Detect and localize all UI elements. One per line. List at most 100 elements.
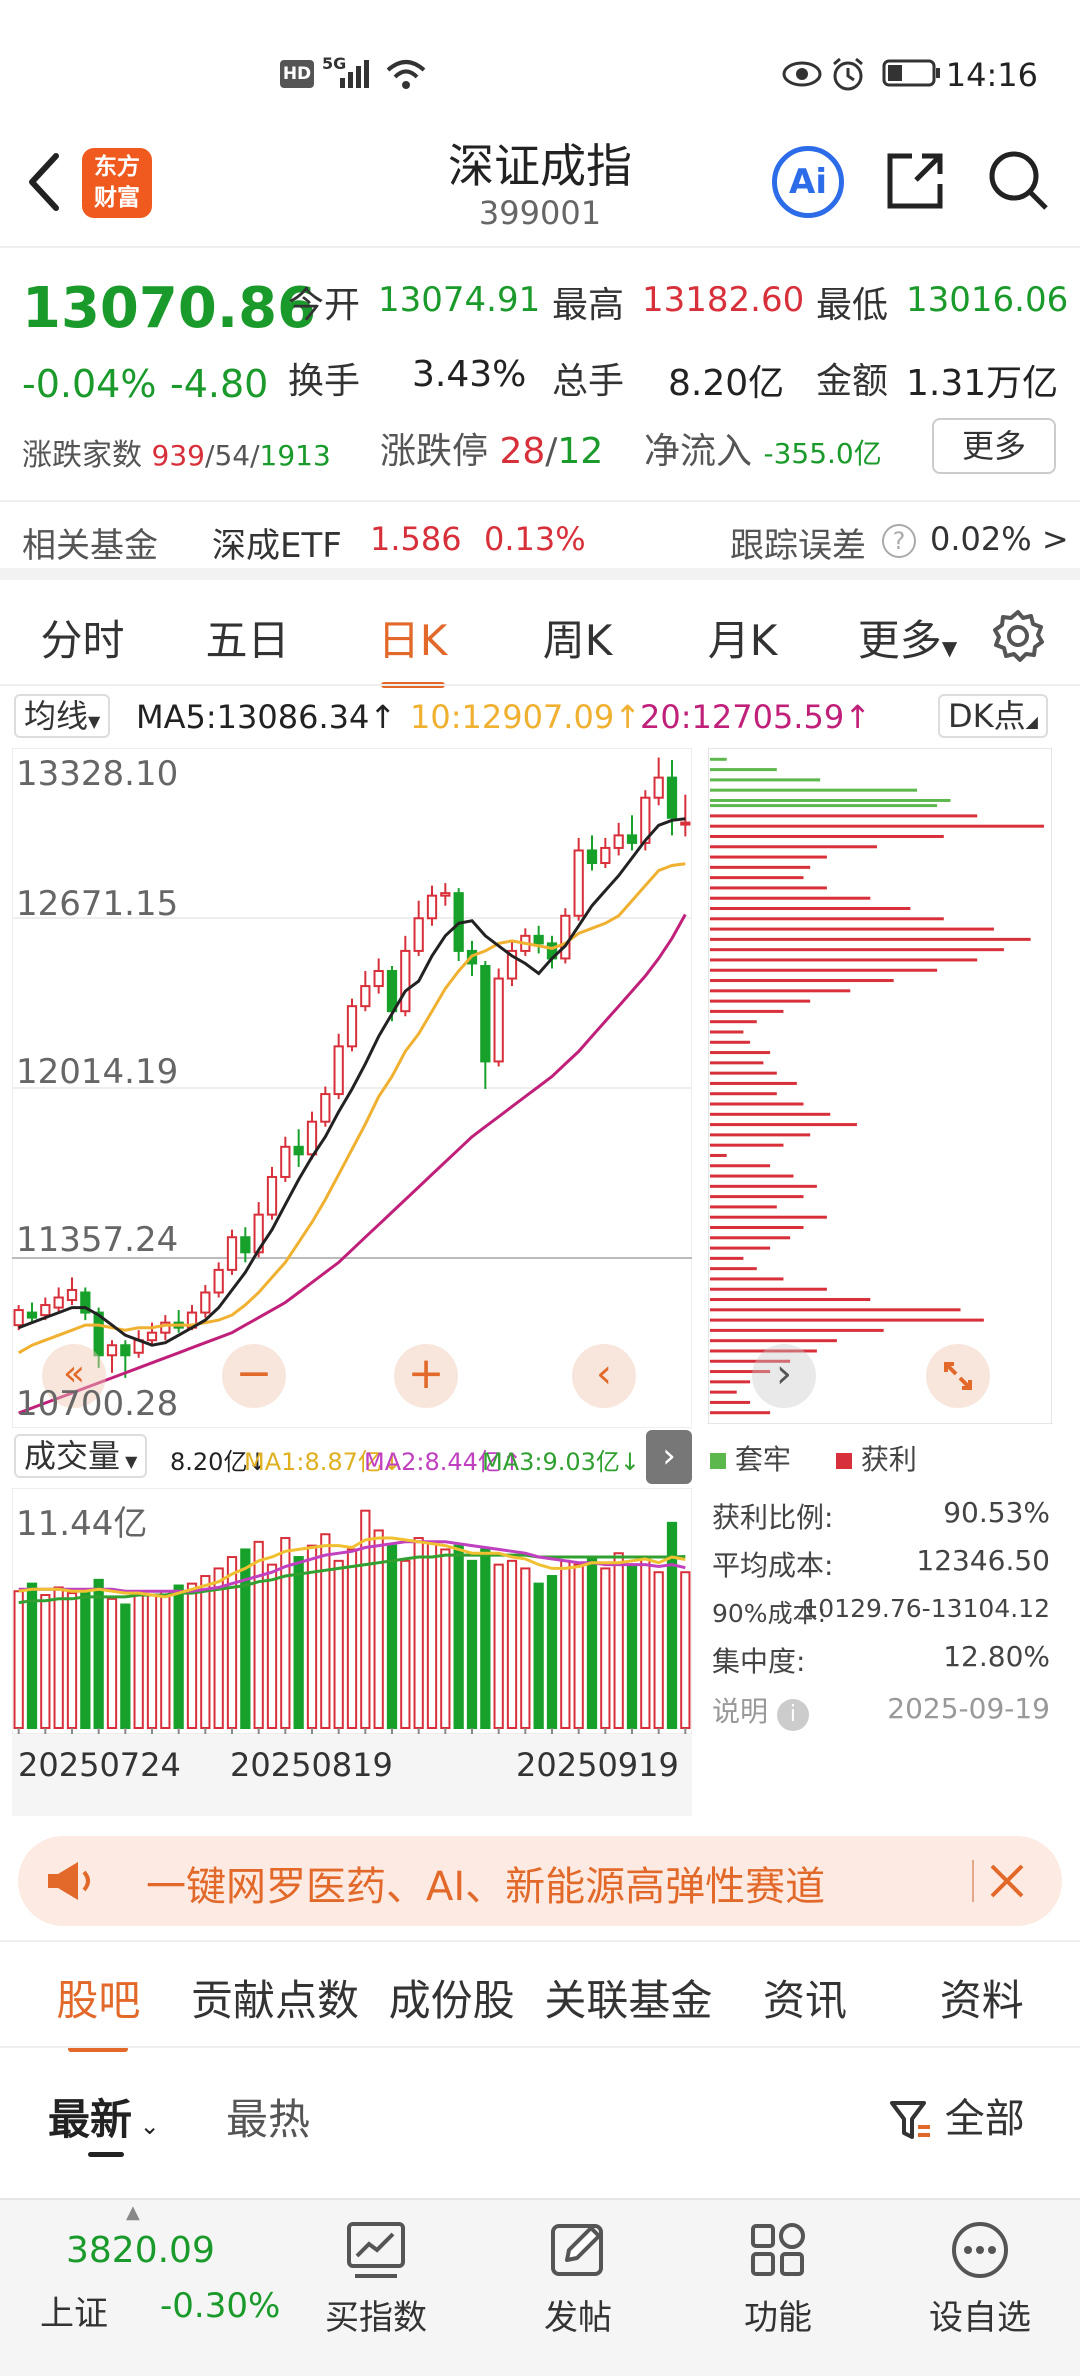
back-arrow-icon[interactable] bbox=[22, 150, 66, 214]
related-fund-row[interactable]: 相关基金 深成ETF 1.586 0.13% 跟踪误差 ? 0.02% > bbox=[0, 500, 1080, 580]
filter-latest-label: 最新 bbox=[48, 2095, 133, 2144]
chip-bar bbox=[710, 1112, 831, 1116]
filter-hot[interactable]: 最热 bbox=[226, 2095, 311, 2144]
tab-daily-k[interactable]: 日K bbox=[330, 607, 495, 688]
filter-latest[interactable]: 最新 ⌄ bbox=[48, 2086, 160, 2147]
search-icon[interactable] bbox=[986, 148, 1052, 214]
chip-bar bbox=[710, 845, 877, 849]
candle-body bbox=[120, 1344, 131, 1357]
volume-chart[interactable] bbox=[12, 1488, 692, 1734]
chip-bar bbox=[710, 1081, 797, 1085]
chip-bar bbox=[710, 768, 777, 772]
tab-guba[interactable]: 股吧 bbox=[10, 1967, 187, 2052]
volume-select[interactable]: 成交量 ▼ bbox=[14, 1434, 148, 1478]
candle-body bbox=[333, 1045, 344, 1096]
quote-panel: 13070.86 -0.04% -4.80 今开 13074.91 最高 131… bbox=[0, 250, 1080, 580]
chart-trend-icon bbox=[345, 2220, 407, 2280]
chip-prev-button[interactable]: › bbox=[752, 1344, 816, 1408]
ai-button[interactable]: Ai bbox=[772, 146, 844, 218]
chip-bar bbox=[710, 1102, 804, 1106]
volume-bar bbox=[466, 1559, 478, 1729]
eye-icon bbox=[782, 60, 822, 88]
profit-swatch bbox=[836, 1453, 852, 1469]
volume-bar bbox=[66, 1592, 78, 1729]
tab-news[interactable]: 资讯 bbox=[763, 1975, 848, 2025]
volume-bar bbox=[40, 1594, 51, 1729]
scroll-left-button[interactable]: « bbox=[42, 1344, 106, 1408]
candle-body bbox=[146, 1331, 158, 1342]
tab-weekly-k[interactable]: 周K bbox=[542, 615, 613, 665]
candle-body bbox=[240, 1236, 251, 1254]
chip-bar bbox=[710, 814, 978, 818]
fund-label: 相关基金 bbox=[22, 526, 158, 566]
chip-bar bbox=[710, 1225, 804, 1229]
adv-slash-1: / bbox=[205, 439, 215, 472]
explain-link[interactable]: 说明 i bbox=[712, 1690, 809, 1731]
share-icon[interactable] bbox=[882, 148, 948, 214]
info-icon: i bbox=[776, 1699, 809, 1731]
chevron-down-icon: ⌄ bbox=[132, 2112, 160, 2140]
promo-banner[interactable]: 一键网罗医药、AI、新能源高弹性赛道 bbox=[18, 1836, 1062, 1926]
step-left-button[interactable]: ‹ bbox=[572, 1344, 636, 1408]
help-icon[interactable]: ? bbox=[882, 524, 916, 558]
nav-post[interactable]: 发帖 bbox=[498, 2200, 658, 2339]
candle-body bbox=[360, 985, 371, 1008]
tab-intraday[interactable]: 分时 bbox=[40, 615, 125, 665]
filter-all[interactable]: 全部 bbox=[888, 2086, 1025, 2145]
chip-expand-button[interactable] bbox=[926, 1344, 990, 1408]
tabs-divider bbox=[0, 684, 1080, 686]
chip-bar bbox=[710, 999, 811, 1003]
section-active-indicator bbox=[68, 2045, 129, 2052]
chip-distribution-chart[interactable] bbox=[708, 748, 1052, 1424]
more-button[interactable]: 更多 bbox=[932, 418, 1056, 474]
candle-body bbox=[613, 834, 624, 849]
nav-add-watchlist[interactable]: 设自选 bbox=[900, 2200, 1060, 2339]
settings-gear-icon[interactable] bbox=[990, 608, 1046, 664]
candle-body bbox=[480, 964, 491, 1063]
app-header: 东方 财富 深证成指 399001 Ai bbox=[0, 120, 1080, 248]
ma-select[interactable]: 均线▼ bbox=[14, 694, 111, 738]
ma5-arrow: ↑ bbox=[369, 698, 397, 736]
volume-bar bbox=[53, 1586, 64, 1729]
nav-buy-index[interactable]: 买指数 bbox=[296, 2200, 456, 2339]
low-value: 13016.06 bbox=[906, 280, 1069, 320]
candlestick-chart[interactable] bbox=[12, 748, 692, 1428]
tab-profile[interactable]: 资料 bbox=[939, 1975, 1024, 2025]
chip-bar bbox=[710, 1020, 757, 1024]
adv-up: 939 bbox=[151, 439, 205, 472]
nav-functions[interactable]: 功能 bbox=[698, 2200, 858, 2339]
tab-more[interactable]: 更多▼ bbox=[825, 607, 990, 668]
close-icon[interactable] bbox=[984, 1858, 1030, 1904]
zoom-out-button[interactable]: − bbox=[222, 1344, 286, 1408]
candle-body bbox=[213, 1268, 224, 1294]
volume-bar bbox=[400, 1559, 411, 1729]
dk-arrow-icon: ◢ bbox=[1025, 712, 1038, 731]
tab-five-day[interactable]: 五日 bbox=[205, 615, 290, 665]
tab-contribution[interactable]: 贡献点数 bbox=[191, 1975, 360, 2025]
hd-icon: HD bbox=[280, 60, 314, 88]
candle-body bbox=[93, 1311, 104, 1357]
dk-point-select[interactable]: DK点◢ bbox=[938, 694, 1048, 738]
candle-body bbox=[413, 917, 424, 952]
candle-body bbox=[680, 821, 691, 826]
chip-bar bbox=[710, 1308, 961, 1312]
profit-label: 获利 bbox=[860, 1443, 917, 1476]
volume-bar bbox=[346, 1548, 358, 1730]
ma5-value: MA5:13086.34↑ bbox=[136, 698, 396, 736]
market-index-ticker[interactable]: ▲ 3820.09 上证 -0.30% bbox=[30, 2200, 290, 2370]
concentration-value: 12.80% bbox=[943, 1640, 1050, 1673]
chip-bar bbox=[710, 834, 944, 838]
tab-monthly-k[interactable]: 月K bbox=[707, 615, 778, 665]
track-label: 跟踪误差 bbox=[730, 526, 866, 566]
volume-bar bbox=[546, 1575, 558, 1729]
chip-bar bbox=[710, 1370, 771, 1374]
volume-bar bbox=[93, 1578, 104, 1729]
volume-bar bbox=[240, 1548, 251, 1730]
tab-constituents[interactable]: 成份股 bbox=[388, 1975, 515, 2025]
chip-bar bbox=[710, 1051, 771, 1055]
chip-bar bbox=[710, 876, 804, 880]
vol-expand-button[interactable]: › bbox=[646, 1430, 692, 1484]
chip-bar bbox=[710, 1215, 827, 1219]
zoom-in-button[interactable]: + bbox=[394, 1344, 458, 1408]
tab-related-funds[interactable]: 关联基金 bbox=[544, 1975, 713, 2025]
